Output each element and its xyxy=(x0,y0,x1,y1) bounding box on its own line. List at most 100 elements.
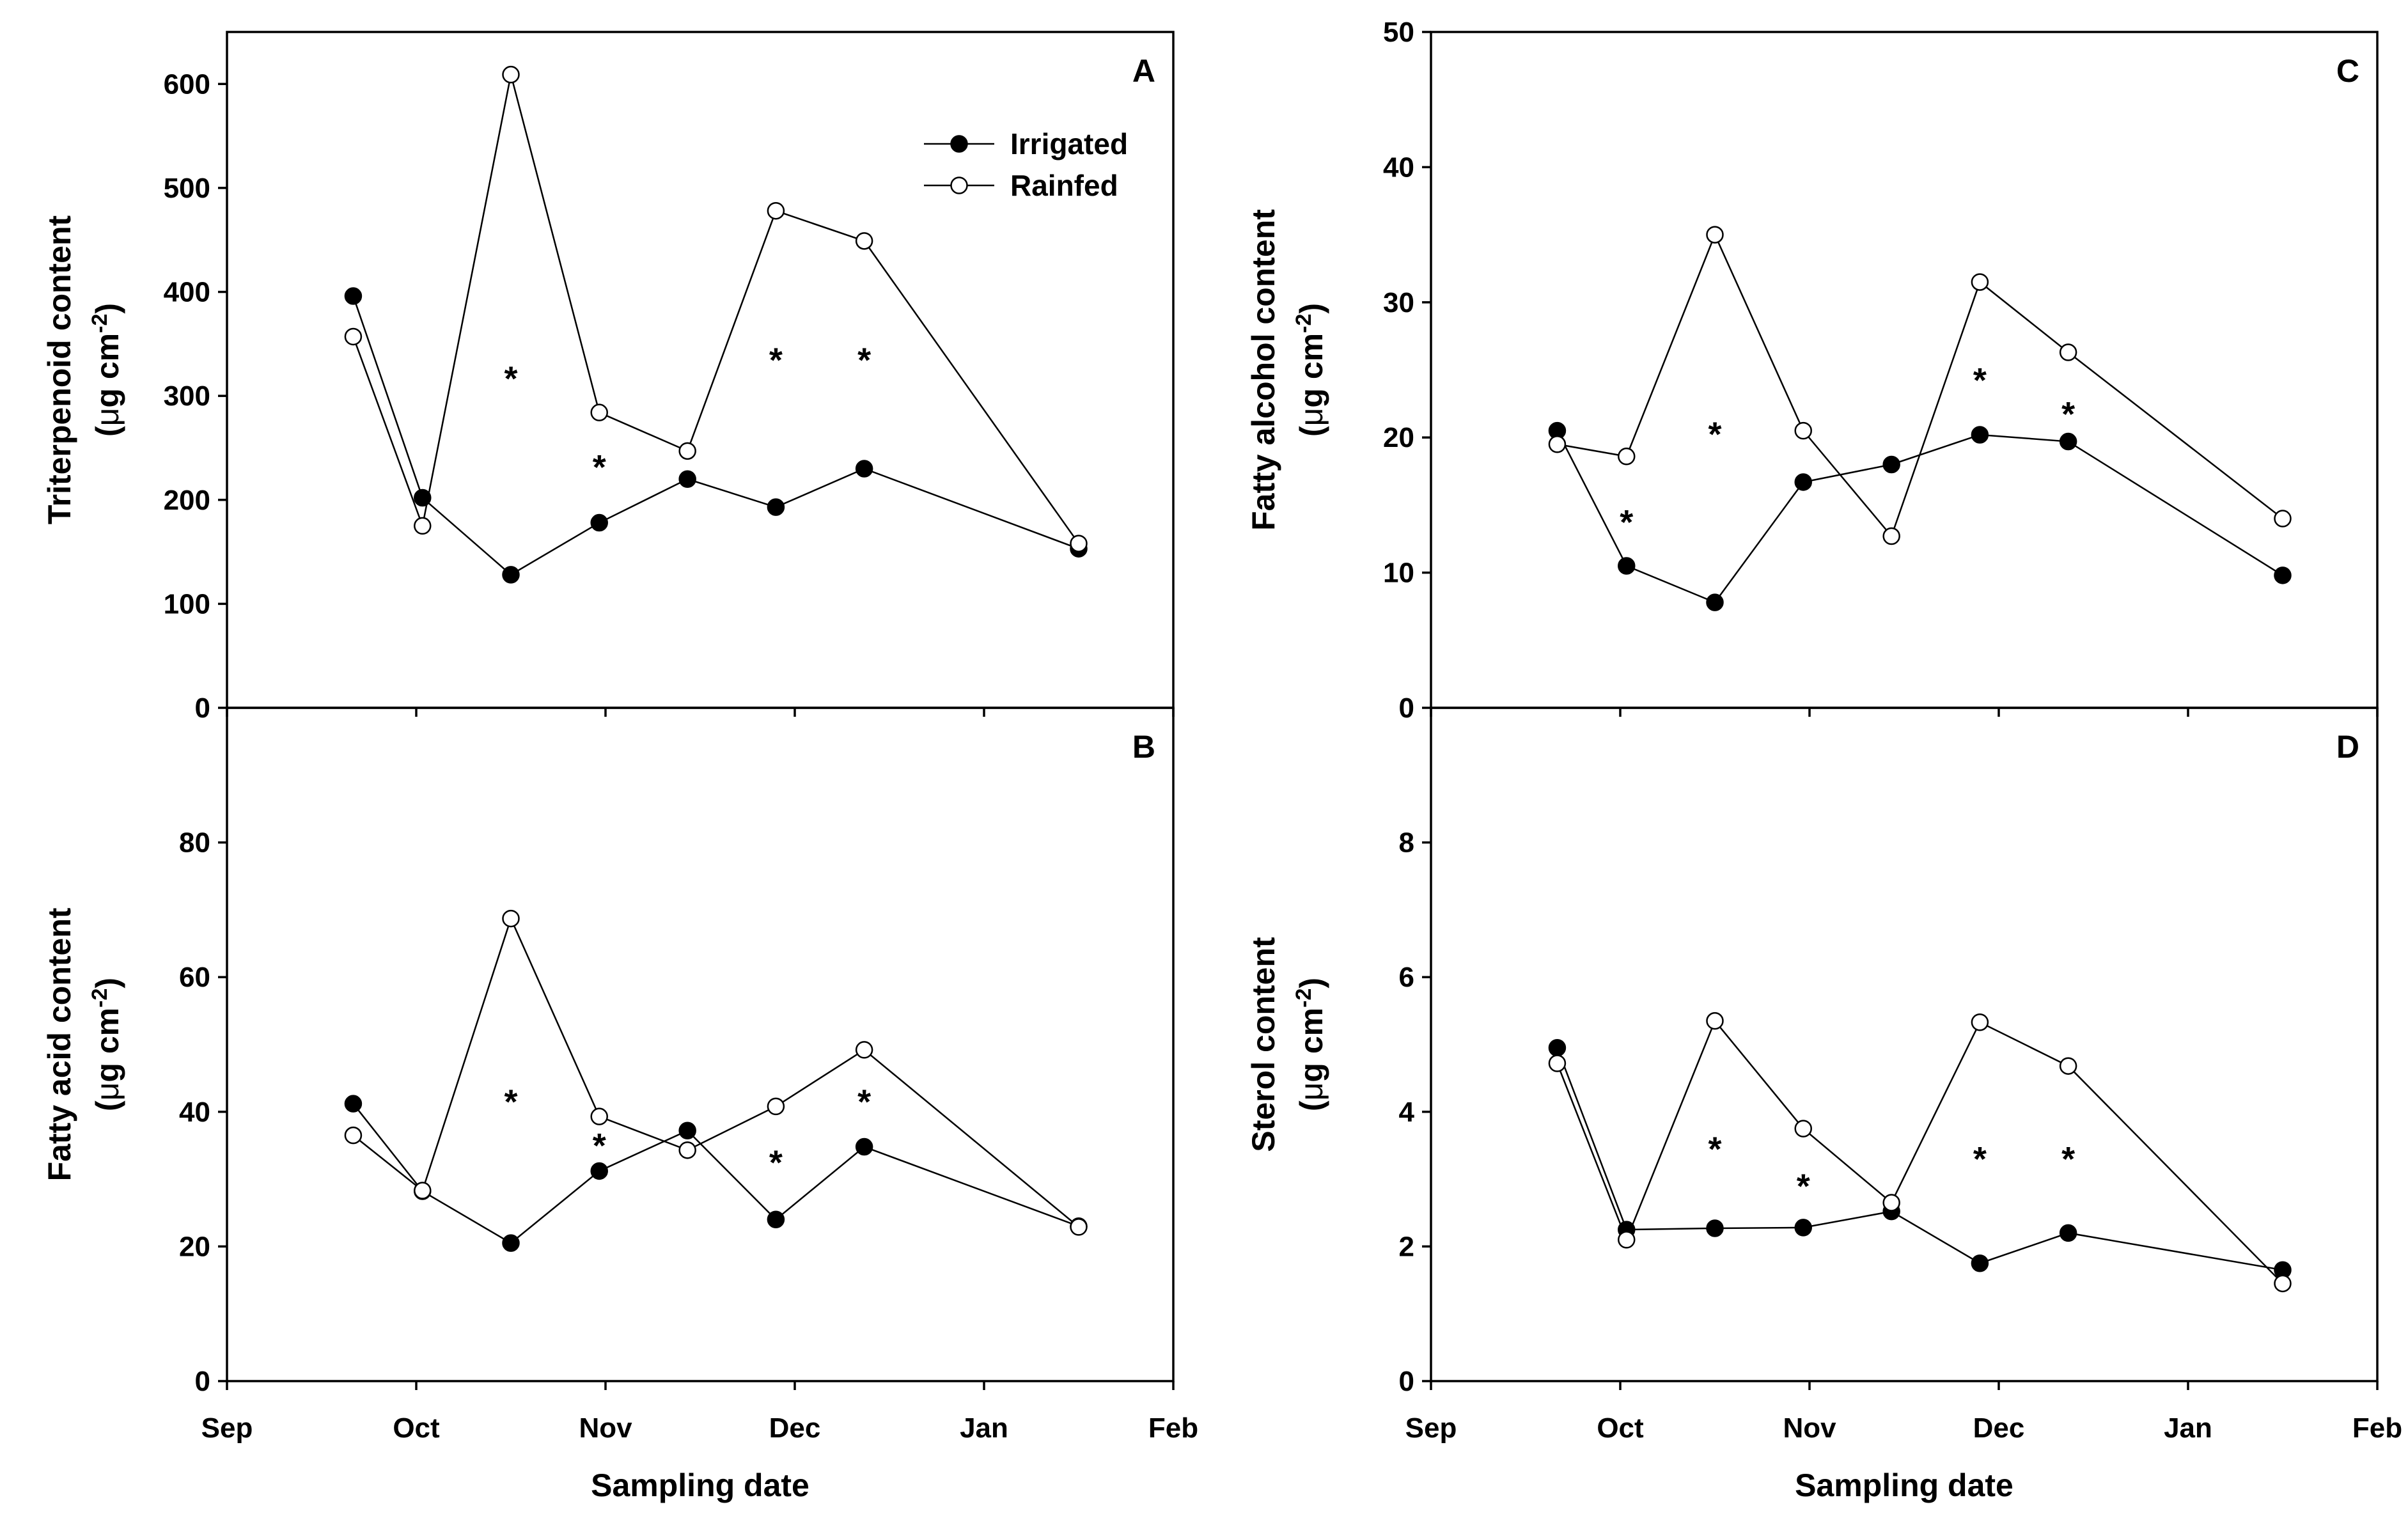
data-point-rainfed xyxy=(1618,448,1636,465)
unit-close-paren: ) xyxy=(90,978,125,989)
x-tick-label: Dec xyxy=(1973,1412,2025,1444)
data-point-irrigated xyxy=(1706,593,1724,611)
data-point-irrigated xyxy=(855,1137,873,1156)
unit-close-paren: ) xyxy=(1294,303,1329,314)
data-point-rainfed xyxy=(855,1041,873,1059)
y-tick-label: 8 xyxy=(1399,827,1414,859)
significance-marker: * xyxy=(2061,395,2075,434)
significance-marker: * xyxy=(1708,1130,1721,1168)
data-point-rainfed xyxy=(1548,435,1567,453)
y-tick-label: 6 xyxy=(1399,962,1414,993)
significance-marker: * xyxy=(504,1083,517,1122)
significance-marker: * xyxy=(504,360,517,398)
y-tick-label: 50 xyxy=(1383,17,1414,48)
unit-superscript: -2 xyxy=(88,314,112,333)
data-point-rainfed xyxy=(1794,1120,1812,1137)
unit-mu: μ xyxy=(90,408,125,426)
data-point-rainfed xyxy=(414,1182,432,1200)
significance-marker: * xyxy=(1973,361,1987,400)
unit-mu: μ xyxy=(1294,408,1329,426)
data-point-irrigated xyxy=(344,287,363,305)
significance-marker: * xyxy=(593,1127,606,1165)
panel-c: 0 10 20 30 40 50 Fatty alcohol content (μg cm-2… xyxy=(1246,17,2379,724)
unit-superscript: -2 xyxy=(1292,989,1316,1008)
data-point-rainfed xyxy=(767,1097,785,1116)
significance-marker: * xyxy=(769,1144,783,1182)
data-point-rainfed xyxy=(767,201,785,220)
significance-marker: * xyxy=(857,1083,871,1122)
data-point-irrigated xyxy=(2059,432,2077,451)
data-point-rainfed xyxy=(344,327,363,346)
data-point-irrigated xyxy=(2059,1224,2077,1242)
data-point-rainfed xyxy=(1882,527,1900,545)
data-point-irrigated xyxy=(1882,455,1900,474)
series-line-rainfed xyxy=(352,74,1080,544)
unit-open-paren: ( xyxy=(1294,1100,1329,1111)
y-tick-label: 0 xyxy=(195,1366,210,1397)
y-axis-title: Sterol content xyxy=(1246,937,1281,1152)
data-point-rainfed xyxy=(1706,226,1724,244)
y-axis-title: Triterpenoid content xyxy=(42,215,77,524)
data-point-rainfed xyxy=(1882,1194,1900,1212)
data-point-rainfed xyxy=(502,909,520,928)
series-line-rainfed xyxy=(352,916,1079,1228)
data-point-irrigated xyxy=(344,1095,363,1113)
series-line-irrigated xyxy=(352,1103,1079,1244)
significance-marker: * xyxy=(1973,1140,1987,1178)
plot-frame xyxy=(226,707,1175,1382)
unit-close-paren: ) xyxy=(90,303,125,314)
data-point-rainfed xyxy=(1618,1231,1636,1249)
unit-mid: g cm xyxy=(1294,333,1329,408)
legend: Irrigated Rainfed xyxy=(924,127,1128,202)
data-point-irrigated xyxy=(1971,426,1989,444)
y-tick-label: 400 xyxy=(164,277,210,308)
panel-label: C xyxy=(2336,53,2359,89)
data-point-irrigated xyxy=(502,1234,520,1252)
data-point-rainfed xyxy=(1971,1013,1989,1031)
y-tick-label: 4 xyxy=(1399,1097,1415,1128)
data-point-rainfed xyxy=(1971,273,1989,291)
plot-frame xyxy=(1430,707,2379,1382)
data-point-irrigated xyxy=(855,460,873,478)
data-point-irrigated xyxy=(590,513,608,532)
legend-label-rainfed: Rainfed xyxy=(1010,169,1118,202)
data-point-irrigated xyxy=(678,1122,696,1140)
significance-marker: * xyxy=(857,341,871,379)
y-tick-label: 10 xyxy=(1383,558,1414,589)
unit-mid: g cm xyxy=(90,333,125,408)
y-axis-unit: (μg cm-2) xyxy=(88,978,125,1111)
data-point-irrigated xyxy=(2274,567,2292,584)
data-point-rainfed xyxy=(2059,1057,2077,1075)
y-tick-label: 40 xyxy=(179,1097,210,1128)
y-tick-label: 0 xyxy=(1399,692,1414,724)
y-tick-label: 30 xyxy=(1383,287,1414,318)
series-line-rainfed xyxy=(1557,232,2283,538)
y-tick-label: 0 xyxy=(1399,1366,1414,1397)
data-point-rainfed xyxy=(414,517,432,535)
unit-superscript: -2 xyxy=(1292,314,1316,333)
x-tick-label: Oct xyxy=(1597,1412,1644,1444)
data-point-irrigated xyxy=(1794,1219,1812,1237)
data-point-irrigated xyxy=(767,498,785,516)
panel-a: 0 100 200 300 400 500 600 Triterpenoid content (… xyxy=(42,31,1175,724)
data-point-rainfed xyxy=(590,403,608,421)
significance-marker: * xyxy=(593,448,606,487)
y-tick-label: 40 xyxy=(1383,152,1414,183)
y-tick-label: 20 xyxy=(179,1231,210,1262)
x-axis-title: Sampling date xyxy=(591,1467,809,1503)
significance-marker: * xyxy=(769,341,783,379)
x-tick-label: Feb xyxy=(2352,1412,2402,1444)
y-tick-label: 60 xyxy=(179,962,210,993)
data-point-irrigated xyxy=(678,470,696,488)
data-point-rainfed xyxy=(2059,343,2077,361)
panel-b: 0 20 40 60 80 Sep Oct Nov Dec Jan Feb Sampling date… xyxy=(42,707,1198,1503)
data-point-irrigated xyxy=(590,1162,608,1180)
y-tick-label: 500 xyxy=(164,173,210,204)
data-point-irrigated xyxy=(414,489,432,507)
significance-marker: * xyxy=(2061,1140,2075,1178)
y-tick-label: 0 xyxy=(195,692,210,724)
x-tick-label: Nov xyxy=(1783,1412,1836,1444)
y-tick-label: 2 xyxy=(1399,1231,1414,1262)
y-tick-label: 20 xyxy=(1383,422,1414,453)
